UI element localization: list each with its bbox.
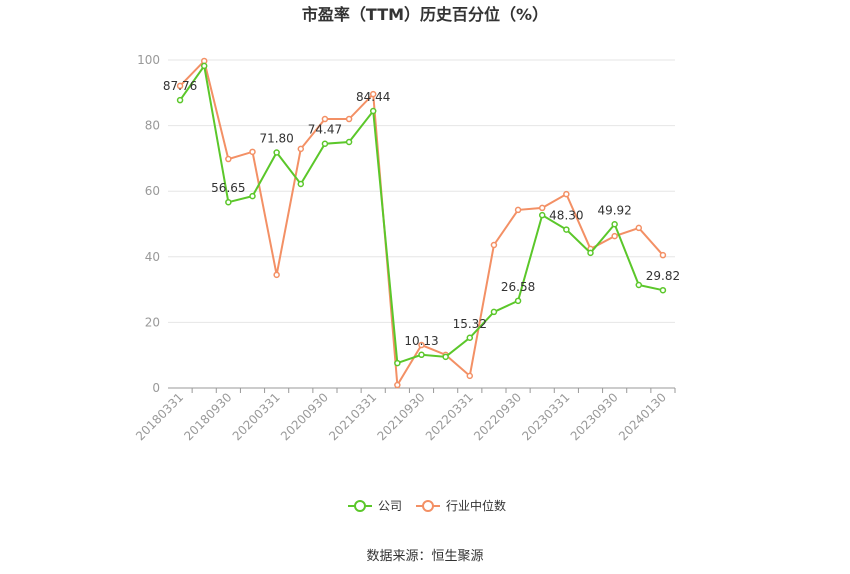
point [514,297,522,305]
point [394,359,401,367]
point [611,232,618,240]
source: 数据来源：恒生聚源 [366,549,483,564]
point [176,96,184,104]
point [225,155,232,163]
data-label: 48.30 [549,209,583,223]
point [563,226,570,233]
data-label: 71.80 [259,131,293,145]
point [490,241,498,249]
point [490,308,498,316]
data-label: 74.47 [308,123,342,137]
point [394,381,401,389]
point [514,206,522,214]
point [538,204,546,212]
point [321,115,329,123]
point [563,190,570,198]
point [587,249,594,257]
x-tick-label: 20230930 [568,390,621,443]
point [466,334,474,342]
y-tick-label: 20 [145,315,160,329]
data-label: 10.13 [404,334,438,348]
legend-marker [354,500,366,512]
x-tick-label: 20240130 [616,390,669,443]
point [659,286,667,294]
point [418,341,425,349]
y-tick-label: 60 [145,184,160,198]
data-label: 29.82 [646,269,680,283]
x-tick-label: 20220331 [423,390,476,443]
point [273,149,280,156]
y-tick-label: 0 [152,381,160,395]
point [297,145,305,153]
point [635,224,643,232]
point [176,82,184,90]
x-tick-label: 20200331 [230,390,283,443]
point [442,353,449,361]
chart-title: 市盈率（TTM）历史百分位（%） [302,5,548,24]
point [273,271,280,279]
point [369,90,377,98]
data-label: 26.58 [501,280,535,294]
point [538,211,546,219]
point [466,372,474,380]
data-label: 15.32 [453,317,487,331]
point [321,140,329,147]
x-tick-label: 20230331 [519,390,572,443]
point [297,180,305,188]
legend-label: 行业中位数 [446,498,506,513]
point [249,192,256,200]
point [369,107,377,115]
y-tick-label: 80 [145,119,160,133]
legend-label: 公司 [378,499,402,513]
y-tick-label: 100 [137,53,160,67]
point [200,62,208,70]
x-tick-label: 20210930 [375,390,428,443]
point [249,148,256,156]
x-tick-label: 20200930 [278,390,331,443]
legend-marker [422,500,434,512]
point [345,115,353,123]
point [659,251,667,259]
x-tick-label: 20210331 [326,390,379,443]
x-tick-label: 20220930 [471,390,524,443]
point [345,138,353,146]
series-line [179,63,664,365]
x-tick-label: 20180930 [181,390,234,443]
point [418,351,425,359]
y-tick-label: 40 [145,250,160,264]
data-label: 56.65 [211,181,245,195]
data-label: 87.76 [163,79,197,93]
point [225,198,232,206]
point [611,221,618,228]
point [635,281,643,289]
data-label: 84.44 [356,90,390,104]
x-tick-label: 20180331 [133,390,186,443]
data-label: 49.92 [597,203,631,217]
